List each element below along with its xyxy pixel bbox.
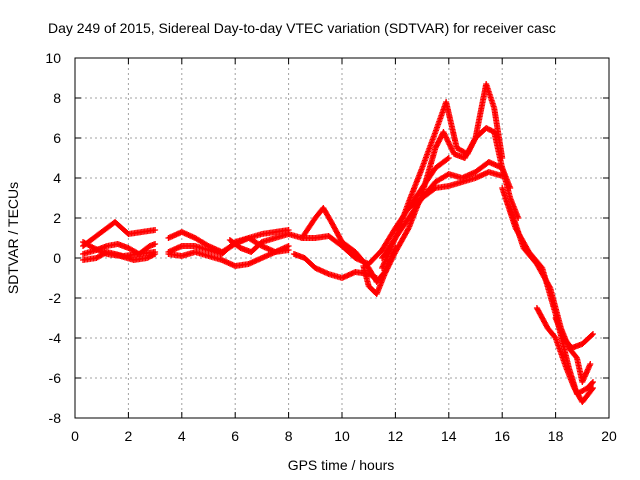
x-tick-label: 4 [178, 428, 186, 444]
data-point [152, 227, 159, 233]
data-point [546, 283, 553, 290]
data-point [437, 135, 444, 142]
x-tick-label: 18 [548, 428, 564, 444]
data-point [588, 332, 595, 338]
data-point [152, 241, 159, 247]
data-point [488, 127, 495, 134]
data-point [589, 386, 596, 393]
series-trace-8 [226, 231, 292, 255]
data-point [369, 273, 376, 279]
data-point [145, 254, 152, 261]
x-tick-label: 6 [231, 428, 239, 444]
data-point [444, 155, 451, 162]
x-axis-tick-labels: 0 2 4 6 8 10 12 14 16 18 20 [71, 428, 617, 444]
data-point [436, 137, 443, 143]
series-trace-15 [405, 169, 506, 211]
x-tick-label: 12 [388, 428, 404, 444]
data-point [445, 155, 452, 161]
x-tick-label: 10 [334, 428, 350, 444]
x-tick-label: 14 [441, 428, 457, 444]
data-point [148, 253, 155, 259]
data-point [431, 185, 438, 192]
data-point [589, 379, 596, 385]
x-tick-label: 2 [125, 428, 133, 444]
data-point [371, 273, 378, 280]
data-point [467, 145, 474, 152]
series-trace-1 [80, 219, 159, 249]
data-point [285, 243, 292, 249]
data-points [80, 81, 596, 405]
series-trace-18 [533, 305, 596, 405]
y-tick-label: -8 [49, 410, 62, 426]
y-tick-label: -6 [49, 370, 62, 386]
data-point [435, 138, 442, 145]
data-point [465, 149, 472, 156]
data-point [152, 251, 159, 257]
data-point [149, 252, 156, 259]
data-point [465, 148, 472, 155]
y-tick-label: 6 [53, 130, 61, 146]
x-tick-label: 16 [494, 428, 510, 444]
data-point [432, 145, 439, 151]
data-point [437, 134, 444, 141]
data-point [434, 141, 441, 147]
x-tick-label: 20 [601, 428, 617, 444]
chart-title: Day 249 of 2015, Sidereal Day-to-day VTE… [48, 20, 556, 36]
x-tick-label: 0 [71, 428, 79, 444]
data-point [499, 173, 506, 179]
data-point [507, 185, 514, 191]
y-tick-label: 8 [53, 90, 61, 106]
data-point [589, 331, 596, 337]
data-point [433, 143, 440, 150]
data-point [469, 140, 476, 147]
data-point [468, 143, 475, 149]
data-point [464, 151, 471, 157]
data-point [469, 141, 476, 148]
y-tick-label: 10 [45, 50, 61, 66]
data-point [471, 137, 478, 144]
y-tick-label: -2 [49, 290, 62, 306]
series-trace-7 [165, 243, 292, 269]
x-axis-label: GPS time / hours [288, 457, 395, 473]
data-point [466, 147, 473, 153]
y-tick-label: 2 [53, 210, 61, 226]
data-point [487, 127, 494, 133]
data-point [467, 144, 474, 151]
data-point [470, 139, 477, 145]
data-point [150, 251, 157, 258]
y-axis-tick-labels: -8 -6 -4 -2 0 2 4 6 8 10 [45, 50, 61, 426]
data-point [484, 125, 491, 132]
y-tick-label: -4 [49, 330, 62, 346]
series-trace-10 [290, 251, 380, 281]
y-tick-label: 4 [53, 170, 61, 186]
data-point [587, 361, 594, 367]
x-tick-label: 8 [285, 428, 293, 444]
axis-ticks [74, 57, 610, 419]
data-point [485, 126, 492, 133]
data-point [433, 142, 440, 149]
data-point [372, 274, 379, 281]
data-point [405, 226, 412, 233]
data-point [146, 253, 153, 260]
data-point [589, 385, 596, 391]
data-point [144, 255, 151, 261]
data-point [373, 275, 380, 281]
series-trace-4 [80, 239, 159, 263]
data-point [483, 125, 490, 131]
data-point [589, 380, 596, 386]
data-point [368, 272, 375, 279]
y-axis-label: SDTVAR / TECUs [5, 182, 21, 294]
series-trace-19 [552, 315, 596, 351]
y-tick-label: 0 [53, 250, 61, 266]
data-point [435, 139, 442, 146]
